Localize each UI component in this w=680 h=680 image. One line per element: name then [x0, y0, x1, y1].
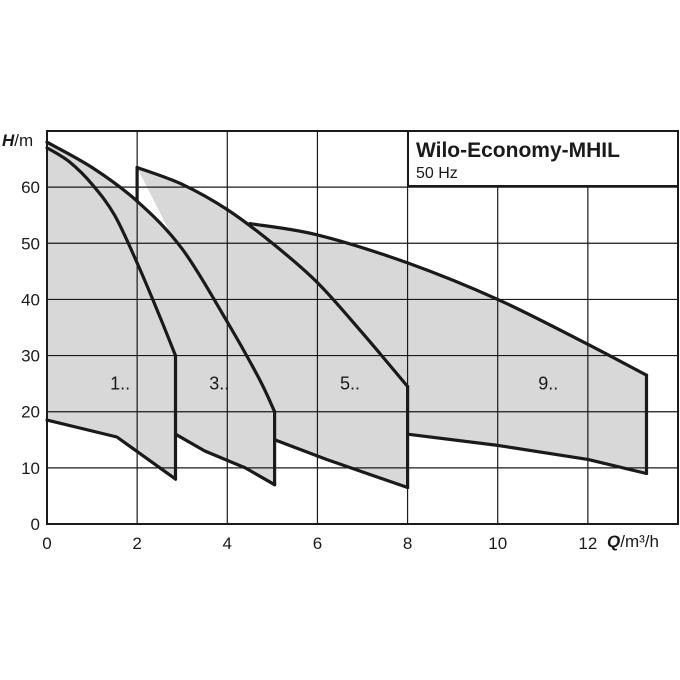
x-axis-unit: /m³/h [620, 532, 659, 551]
range-area-2 [47, 142, 275, 485]
range-1-max-curve [45, 146, 178, 358]
x-axis-symbol: Q [607, 532, 620, 551]
y-axis-unit: /m [14, 131, 33, 150]
y-tick-label: 40 [21, 290, 40, 309]
range-4-max-curve [248, 222, 649, 377]
range-area-4 [249, 223, 647, 474]
y-tick-label: 20 [21, 403, 40, 422]
x-tick-label: 10 [488, 534, 507, 553]
y-tick-label: 50 [21, 234, 40, 253]
range-label-2: 3.. [209, 374, 229, 394]
chart-title: Wilo-Economy-MHIL [416, 139, 620, 162]
range-1-min-curve [45, 418, 178, 481]
range-3-min-curve [273, 438, 410, 490]
tick-labels: 0 2 4 6 8 10 12 0 10 20 30 40 50 60 [21, 178, 597, 553]
range-3-max-curve [135, 165, 410, 389]
x-axis-label: Q/m³/h [607, 532, 659, 551]
y-tick-label: 30 [21, 347, 40, 366]
x-tick-label: 2 [132, 534, 141, 553]
y-axis-label: H/m [2, 131, 33, 150]
x-tick-label: 4 [223, 534, 232, 553]
range-2-min-curve [173, 432, 277, 487]
range-curves [45, 140, 649, 490]
plot-frame [46, 130, 679, 525]
chart-subtitle: 50 Hz [416, 165, 458, 182]
x-tick-label: 8 [403, 534, 412, 553]
x-tick-label: 12 [578, 534, 597, 553]
range-label-3: 5.. [340, 374, 360, 394]
range-2-max-curve [45, 140, 277, 414]
range-label-1: 1.. [110, 374, 130, 394]
range-area-1 [47, 147, 176, 480]
title-box [407, 130, 679, 187]
x-tick-label: 6 [313, 534, 322, 553]
y-tick-label: 60 [21, 178, 40, 197]
range-label-4: 9.. [538, 374, 558, 394]
range-labels: 1.. 3.. 5.. 9.. [110, 374, 558, 394]
range-area-3 [137, 167, 408, 488]
y-tick-label: 0 [31, 515, 40, 534]
range-4-min-curve [406, 432, 649, 476]
y-tick-label: 10 [21, 459, 40, 478]
y-axis-symbol: H [2, 131, 15, 150]
range-areas [47, 142, 647, 488]
x-tick-label: 0 [42, 534, 51, 553]
